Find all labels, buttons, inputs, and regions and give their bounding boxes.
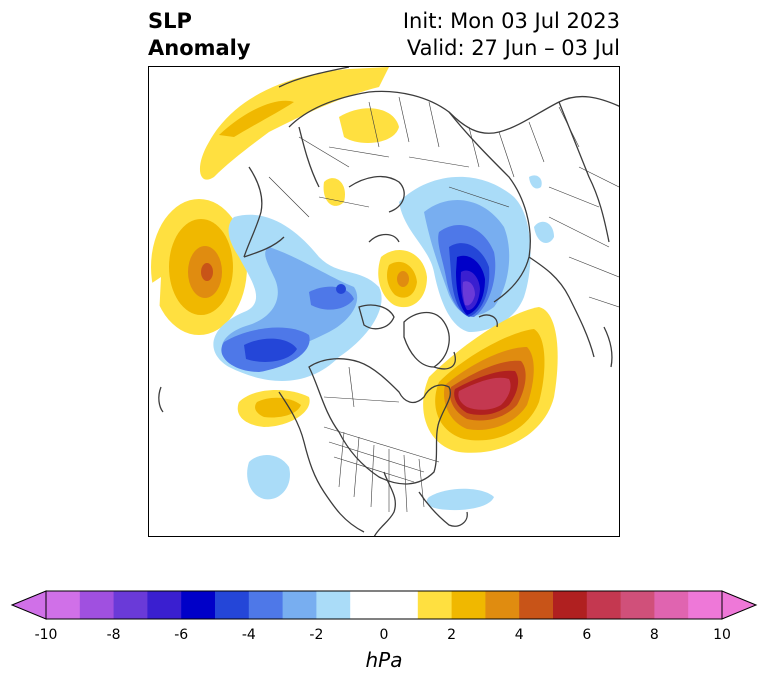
colorbar-tick-label: 8 — [649, 627, 659, 643]
colorbar-segment — [147, 591, 182, 619]
colorbar-segment — [485, 591, 520, 619]
colorbar-segment — [451, 591, 486, 619]
colorbar-tick-label: -4 — [241, 627, 256, 643]
valid-range: Valid: 27 Jun – 03 Jul — [406, 36, 620, 60]
colorbar-segment — [417, 591, 453, 619]
colorbar-segment — [181, 591, 216, 619]
colorbar — [0, 585, 768, 686]
colorbar-tick-label: -2 — [309, 627, 324, 643]
colorbar-units: hPa — [365, 648, 403, 672]
colorbar-segment — [519, 591, 554, 619]
colorbar-segment — [282, 591, 317, 619]
colorbar-segment — [79, 591, 115, 619]
colorbar-segment — [654, 591, 689, 619]
colorbar-tick-label: -10 — [34, 627, 58, 643]
colorbar-segment — [248, 591, 284, 619]
colorbar-tick-label: -6 — [174, 627, 189, 643]
colorbar-tick-label: 10 — [713, 627, 731, 643]
colorbar-segment — [350, 591, 385, 619]
borders — [268, 96, 619, 513]
colorbar-segment — [688, 591, 723, 619]
colorbar-segment — [586, 591, 622, 619]
title-left: SLP Anomaly — [148, 8, 251, 62]
minor-anomalies — [149, 175, 554, 511]
colorbar-segment — [620, 591, 655, 619]
colorbar-outline — [45, 590, 723, 620]
colorbar-segments — [46, 591, 723, 619]
colorbar-segment — [46, 591, 81, 619]
siberia-low-anomaly — [399, 176, 531, 332]
map-panel — [148, 66, 620, 537]
colorbar-extend-high — [721, 590, 758, 620]
colorbar-segment — [215, 591, 250, 619]
colorbar-segment — [384, 591, 419, 619]
title-anomaly: Anomaly — [148, 36, 251, 60]
title-variable: SLP — [148, 9, 192, 33]
pacific-high-anomaly — [151, 199, 247, 335]
colorbar-extend-low — [10, 590, 47, 620]
colorbar-tick-label: 0 — [379, 627, 389, 643]
atlantic-high-anomaly — [423, 307, 558, 453]
colorbar-segment — [113, 591, 148, 619]
title-right: Init: Mon 03 Jul 2023 Valid: 27 Jun – 03… — [403, 8, 620, 62]
colorbar-tick-label: 6 — [582, 627, 592, 643]
colorbar-tick-label: 2 — [447, 627, 457, 643]
arctic-high-anomaly — [378, 249, 427, 308]
colorbar-tick-label: -8 — [106, 627, 121, 643]
colorbar-bar — [10, 590, 758, 620]
alaska-low-anomaly — [213, 214, 382, 381]
init-date: Init: Mon 03 Jul 2023 — [402, 9, 620, 33]
colorbar-segment — [316, 591, 351, 619]
northern-positive-arc — [199, 67, 399, 206]
anomaly-map — [149, 67, 619, 536]
colorbar-tick-label: 4 — [514, 627, 524, 643]
colorbar-segment — [553, 591, 588, 619]
